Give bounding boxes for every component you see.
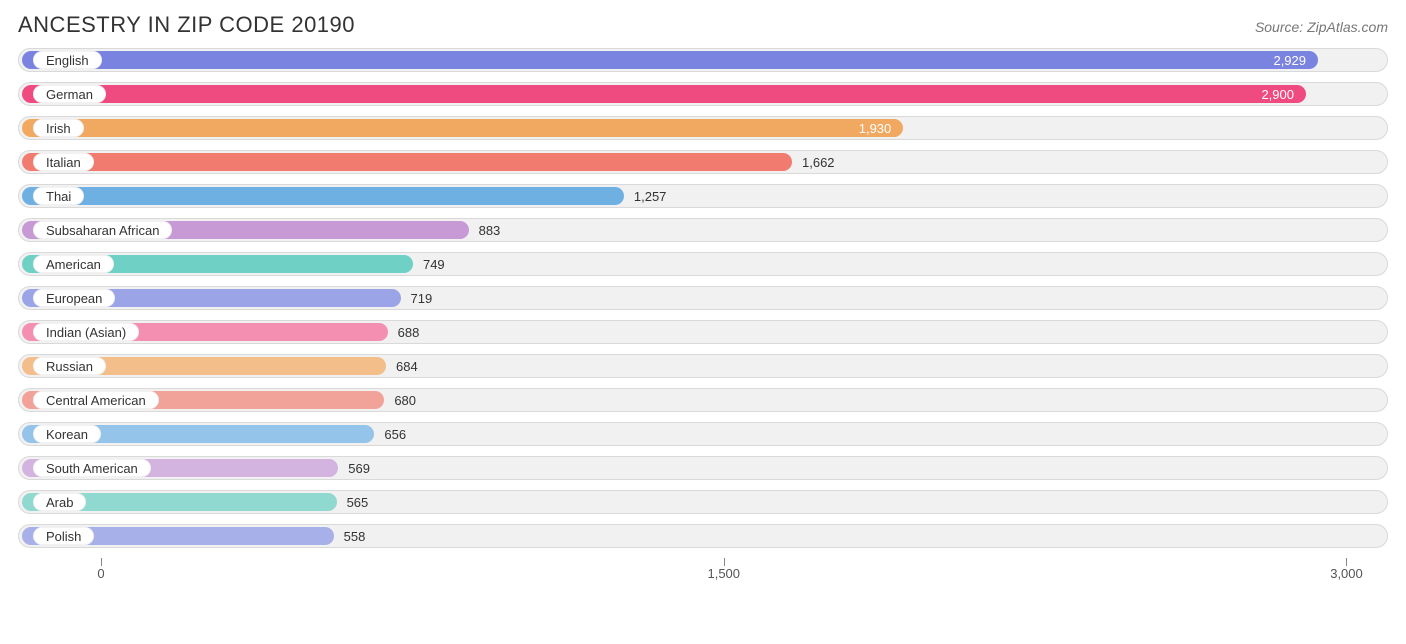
bar-track: Korean 656: [18, 422, 1388, 446]
axis-tick: [1346, 558, 1347, 566]
bar: [22, 85, 1306, 103]
bar: [22, 119, 903, 137]
ancestry-bar-chart: ANCESTRY IN ZIP CODE 20190 Source: ZipAt…: [0, 0, 1406, 592]
x-axis: 0 1,500 3,000: [18, 558, 1388, 584]
bar-track: American 749: [18, 252, 1388, 276]
bar-track: English 2,929: [18, 48, 1388, 72]
bar-track: Russian 684: [18, 354, 1388, 378]
bar-value: 684: [396, 355, 418, 377]
bar-track: Subsaharan African 883: [18, 218, 1388, 242]
bar-track: European 719: [18, 286, 1388, 310]
chart-source: Source: ZipAtlas.com: [1255, 19, 1388, 35]
bar-value: 656: [384, 423, 406, 445]
bar-value: 749: [423, 253, 445, 275]
bar-track: Indian (Asian) 688: [18, 320, 1388, 344]
bar-label-pill: European: [33, 289, 115, 307]
bar-value: 1,930: [859, 117, 892, 139]
bar-label-pill: Polish: [33, 527, 94, 545]
axis-tick: [101, 558, 102, 566]
bar-value: 565: [347, 491, 369, 513]
chart-header: ANCESTRY IN ZIP CODE 20190 Source: ZipAt…: [18, 12, 1388, 38]
bar-track: German 2,900: [18, 82, 1388, 106]
bar-value: 680: [394, 389, 416, 411]
bar-track: Thai 1,257: [18, 184, 1388, 208]
bar-label-pill: Korean: [33, 425, 101, 443]
bar-label-pill: Arab: [33, 493, 86, 511]
bar-label-pill: English: [33, 51, 102, 69]
bar-label-pill: Thai: [33, 187, 84, 205]
bar-track: Arab 565: [18, 490, 1388, 514]
bar-label-pill: American: [33, 255, 114, 273]
bar-value: 883: [479, 219, 501, 241]
bar-label-pill: German: [33, 85, 106, 103]
bar-track: Central American 680: [18, 388, 1388, 412]
chart-title: ANCESTRY IN ZIP CODE 20190: [18, 12, 355, 38]
bar-value: 2,900: [1261, 83, 1294, 105]
axis-tick: [724, 558, 725, 566]
bar-value: 1,257: [634, 185, 667, 207]
bar-value: 2,929: [1273, 49, 1306, 71]
axis-tick-label: 3,000: [1330, 566, 1363, 581]
bar-track: Polish 558: [18, 524, 1388, 548]
bar-label-pill: Indian (Asian): [33, 323, 139, 341]
bar-track: Irish 1,930: [18, 116, 1388, 140]
bar-track: Italian 1,662: [18, 150, 1388, 174]
bar: [22, 187, 624, 205]
bar-value: 719: [411, 287, 433, 309]
bar-value: 688: [398, 321, 420, 343]
bar-label-pill: Subsaharan African: [33, 221, 172, 239]
bar-track: South American 569: [18, 456, 1388, 480]
bar-value: 1,662: [802, 151, 835, 173]
bar-label-pill: Italian: [33, 153, 94, 171]
bar-value: 569: [348, 457, 370, 479]
axis-tick-label: 1,500: [707, 566, 740, 581]
bar: [22, 51, 1318, 69]
axis-tick-label: 0: [97, 566, 104, 581]
bar-label-pill: South American: [33, 459, 151, 477]
bar-label-pill: Central American: [33, 391, 159, 409]
bar-label-pill: Irish: [33, 119, 84, 137]
bar-label-pill: Russian: [33, 357, 106, 375]
bar: [22, 153, 792, 171]
bar-area: English 2,929 German 2,900 Irish 1,930 Italian…: [18, 48, 1388, 548]
bar-value: 558: [344, 525, 366, 547]
